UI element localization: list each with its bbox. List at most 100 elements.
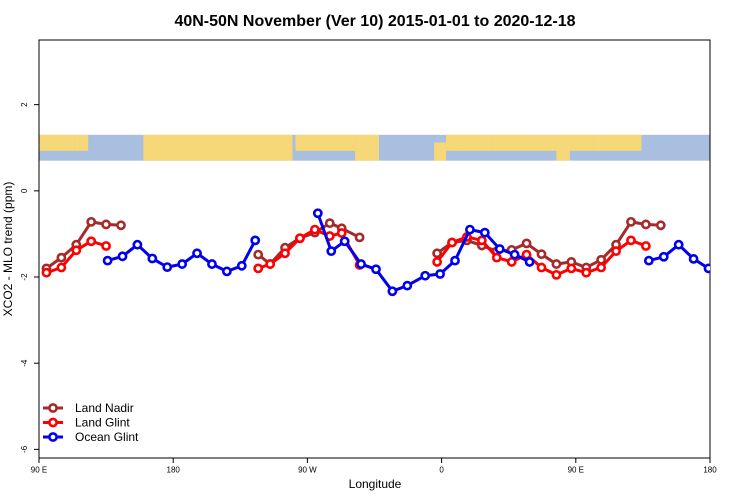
data-point <box>41 267 52 278</box>
data-point <box>221 266 232 277</box>
data-point <box>101 219 111 230</box>
map-land <box>74 134 89 151</box>
data-point <box>551 269 562 280</box>
data-point <box>581 267 592 278</box>
data-point <box>336 228 347 238</box>
data-point <box>626 235 636 246</box>
data-point <box>309 224 320 235</box>
data-point <box>371 264 381 275</box>
data-point <box>324 218 335 229</box>
data-point <box>640 241 651 251</box>
data-point <box>611 246 621 257</box>
data-point <box>253 249 264 260</box>
series-land-glint <box>41 224 651 280</box>
data-point <box>295 233 305 244</box>
data-point <box>192 248 202 259</box>
x-tick-label: 90 E <box>568 466 584 475</box>
x-tick-label: 0 <box>439 466 444 475</box>
legend-label: Ocean Glint <box>75 430 139 444</box>
data-point <box>643 255 654 266</box>
data-point <box>387 286 398 297</box>
y-tick-label: -6 <box>20 445 29 453</box>
data-point <box>162 262 173 272</box>
data-point <box>509 249 520 260</box>
data-point <box>116 220 126 231</box>
y-axis: 2 0 -2 -4 -6 <box>20 102 39 453</box>
legend-marker <box>48 432 58 442</box>
data-point <box>536 249 547 260</box>
data-point <box>354 232 365 243</box>
x-tick-label: 180 <box>703 466 717 475</box>
data-point <box>420 270 431 281</box>
data-point <box>356 259 366 269</box>
map-land <box>446 134 464 151</box>
data-point <box>56 262 67 273</box>
data-point <box>326 246 337 257</box>
x-tick-label: 90 W <box>298 466 317 475</box>
series-line <box>436 220 661 269</box>
data-point <box>640 219 651 230</box>
data-point <box>450 255 460 266</box>
data-point <box>86 236 97 247</box>
x-axis-label: Longitude <box>349 477 402 491</box>
y-tick-label: -2 <box>20 273 29 281</box>
data-point <box>551 259 562 269</box>
map-land <box>492 134 533 151</box>
x-axis: 90 E 180 90 W 0 90 E 180 <box>31 458 717 475</box>
map-land <box>593 134 642 151</box>
data-point <box>207 259 217 269</box>
map-land <box>532 134 558 151</box>
data-point <box>596 254 607 265</box>
data-point <box>147 253 158 264</box>
data-point <box>312 208 323 219</box>
data-point <box>658 251 669 262</box>
data-point <box>177 259 188 269</box>
series-layer <box>41 208 710 297</box>
data-point <box>132 239 143 250</box>
data-point <box>524 257 535 267</box>
data-point <box>476 235 487 246</box>
map-land <box>556 142 570 161</box>
data-point <box>626 216 636 227</box>
data-point <box>536 262 547 273</box>
data-point <box>236 260 247 271</box>
map-land <box>143 134 293 161</box>
y-tick-label: 0 <box>20 188 29 193</box>
legend-marker <box>48 403 58 413</box>
map-land <box>295 134 356 151</box>
data-point <box>566 263 577 274</box>
data-point <box>86 216 97 227</box>
data-point <box>521 238 532 249</box>
y-axis-label: XCO2 - MLO trend (ppm) <box>1 182 15 317</box>
data-point <box>673 239 684 250</box>
legend-label: Land Nadir <box>75 401 134 415</box>
plot-frame <box>38 39 711 459</box>
data-point <box>101 241 111 251</box>
world-map-band <box>39 134 710 161</box>
legend-label: Land Glint <box>75 416 130 430</box>
map-land <box>355 134 379 161</box>
data-point <box>280 248 290 259</box>
map-land <box>434 142 447 161</box>
y-tick-label: -4 <box>20 359 29 367</box>
data-point <box>56 252 67 263</box>
y-tick-label: 2 <box>20 102 29 107</box>
x-tick-label: 90 E <box>31 466 47 475</box>
map-land <box>463 134 493 151</box>
map-land <box>39 134 75 151</box>
legend-marker <box>48 417 58 428</box>
data-point <box>688 254 699 264</box>
data-point <box>465 224 475 235</box>
data-point <box>435 269 446 279</box>
data-point <box>432 257 443 267</box>
data-point <box>339 236 350 247</box>
chart-title: 40N-50N November (Ver 10) 2015-01-01 to … <box>174 13 575 30</box>
data-point <box>432 248 443 259</box>
data-point <box>250 235 261 246</box>
data-point <box>117 251 128 262</box>
data-point <box>479 227 490 238</box>
data-point <box>494 244 505 254</box>
series-ocean-glint <box>102 208 710 297</box>
